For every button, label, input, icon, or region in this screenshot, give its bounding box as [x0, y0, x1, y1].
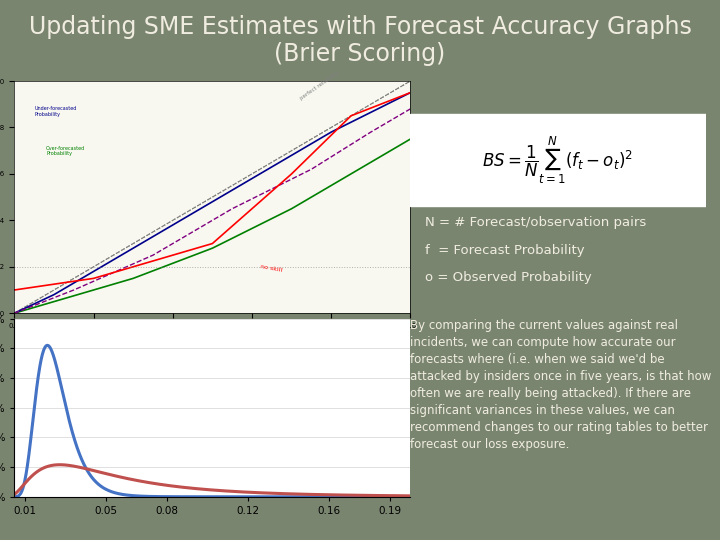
Text: Updating SME Estimates with Forecast Accuracy Graphs
(Brier Scoring): Updating SME Estimates with Forecast Acc… — [29, 15, 691, 66]
FancyBboxPatch shape — [410, 113, 706, 206]
Text: Under-forecasted
Probability: Under-forecasted Probability — [35, 106, 76, 117]
Text: Over-forecasted
Probability: Over-forecasted Probability — [46, 145, 86, 156]
Text: N = # Forecast/observation pairs: N = # Forecast/observation pairs — [425, 215, 647, 228]
X-axis label: Forecasted Probability: Forecasted Probability — [166, 334, 259, 343]
Text: By comparing the current values against real incidents, we can compute how accur: By comparing the current values against … — [410, 319, 712, 450]
Text: o = Observed Probability: o = Observed Probability — [425, 272, 592, 285]
Text: f  = Forecast Probability: f = Forecast Probability — [425, 244, 585, 256]
Text: $BS = \dfrac{1}{N}\sum_{t=1}^{N}(f_t - o_t)^2$: $BS = \dfrac{1}{N}\sum_{t=1}^{N}(f_t - o… — [482, 134, 634, 186]
Text: no skill: no skill — [260, 264, 282, 272]
Text: perfect reliability: perfect reliability — [300, 70, 341, 100]
